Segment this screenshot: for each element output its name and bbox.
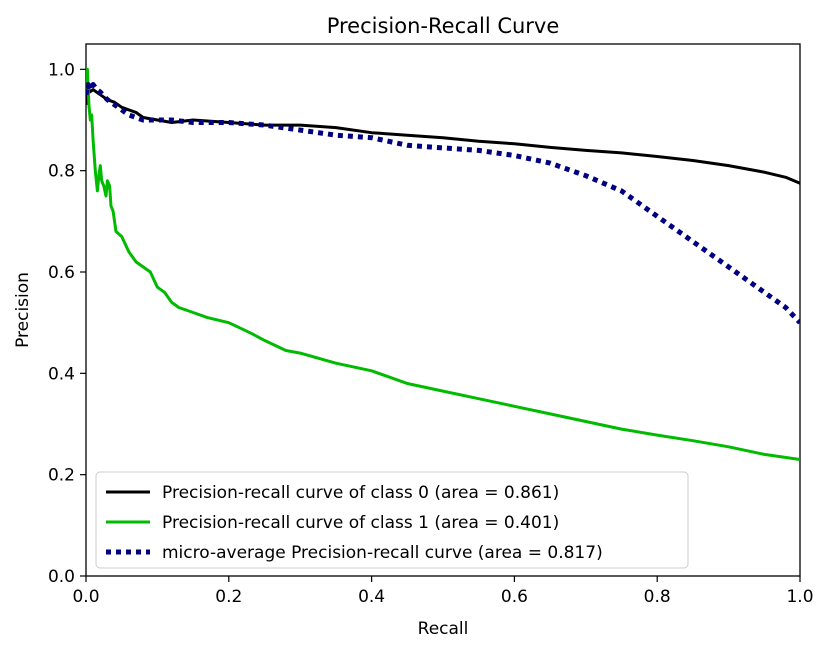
y-tick-label: 0.4 [48,364,75,384]
y-tick-label: 0.8 [48,162,75,182]
y-tick-label: 0.6 [48,263,75,283]
y-axis-ticks: 0.0 0.2 0.4 0.6 0.8 1.0 [48,60,86,587]
x-tick-label: 0.0 [72,587,99,607]
chart-title: Precision-Recall Curve [327,14,560,38]
legend-box [95,471,689,569]
series-line-micro-average [86,82,800,325]
x-tick-label: 0.4 [358,587,385,607]
x-axis-label: Recall [418,619,469,639]
x-axis-ticks: 0.0 0.2 0.4 0.6 0.8 1.0 [72,576,814,607]
y-tick-label: 0.0 [48,567,75,587]
y-tick-label: 0.2 [48,466,75,486]
series-layer [86,67,800,461]
legend-entry-class-1: Precision-recall curve of class 1 (area … [162,513,559,533]
series-line-class-0 [86,83,800,185]
legend: Precision-recall curve of class 0 (area … [95,471,689,569]
x-tick-label: 0.8 [644,587,671,607]
x-tick-label: 1.0 [786,587,813,607]
plot-frame [85,43,801,577]
series-line-class-1 [86,67,800,461]
legend-entry-micro-average: micro-average Precision-recall curve (ar… [162,543,603,563]
y-axis-label: Precision [13,272,33,348]
legend-entry-class-0: Precision-recall curve of class 0 (area … [162,483,559,503]
x-tick-label: 0.2 [215,587,242,607]
y-tick-label: 1.0 [48,60,75,80]
x-tick-label: 0.6 [501,587,528,607]
